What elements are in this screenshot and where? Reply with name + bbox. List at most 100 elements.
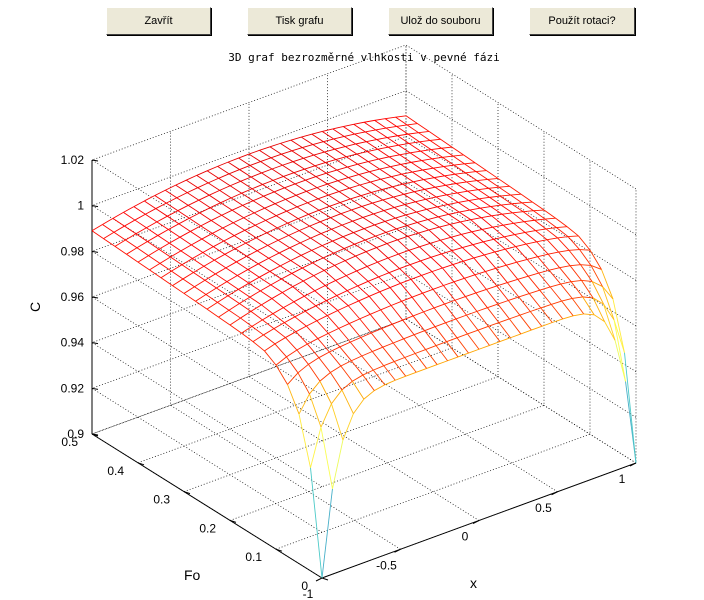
- mesh-segment: [318, 205, 330, 211]
- mesh-segment: [501, 203, 512, 206]
- mesh-segment: [432, 288, 445, 305]
- mesh-segment: [581, 280, 593, 282]
- mesh-segment: [382, 342, 394, 348]
- mesh-segment: [175, 184, 188, 194]
- mesh-segment: [387, 257, 400, 269]
- mesh-segment: [524, 219, 535, 223]
- mesh-segment: [398, 253, 411, 266]
- mesh-segment: [360, 332, 372, 338]
- mesh-segment: [344, 133, 355, 137]
- mesh-segment: [145, 208, 157, 215]
- print-graph-button[interactable]: Tisk grafu: [247, 7, 352, 35]
- mesh-segment: [375, 127, 387, 131]
- mesh-segment: [217, 161, 229, 167]
- mesh-segment: [382, 346, 395, 362]
- mesh-segment: [316, 183, 328, 189]
- mesh-segment: [406, 222, 418, 226]
- mesh-segment: [408, 132, 419, 135]
- mesh-segment: [566, 226, 579, 237]
- mesh-segment: [437, 206, 450, 215]
- mesh-segment: [292, 280, 304, 288]
- mesh-segment: [383, 210, 396, 219]
- mesh-segment: [313, 154, 326, 163]
- mesh-segment: [356, 153, 369, 162]
- mesh-segment: [271, 168, 284, 177]
- mesh-segment: [246, 255, 259, 265]
- mesh-segment: [264, 343, 276, 352]
- mesh-segment: [402, 181, 414, 185]
- mesh-segment: [155, 208, 168, 217]
- mesh-segment: [231, 209, 244, 219]
- mesh-segment: [443, 281, 455, 286]
- mesh-segment: [321, 245, 334, 254]
- mesh-segment: [452, 264, 465, 279]
- mesh-segment: [220, 197, 232, 204]
- mesh-segment: [349, 318, 360, 324]
- mesh-segment: [252, 341, 265, 352]
- mesh-segment: [467, 189, 479, 192]
- mesh-segment: [416, 208, 427, 213]
- mesh-segment: [272, 176, 284, 181]
- mesh-segment: [149, 262, 161, 271]
- mesh-segment: [290, 136, 302, 141]
- mesh-segment: [445, 318, 457, 324]
- mesh-segment: [474, 271, 486, 276]
- mesh-segment: [179, 231, 191, 238]
- mesh-segment: [378, 276, 391, 288]
- mesh-segment: [319, 372, 331, 382]
- mesh-segment: [376, 243, 388, 248]
- mesh-segment: [310, 467, 323, 579]
- mesh-segment: [193, 272, 206, 281]
- c-tick-label: 1: [77, 199, 84, 213]
- mesh-segment: [270, 278, 282, 286]
- mesh-segment: [266, 227, 278, 234]
- fo-tick-label: 0.4: [107, 464, 124, 478]
- mesh-segment: [350, 195, 362, 200]
- mesh-segment: [274, 343, 287, 358]
- mesh-segment: [462, 247, 475, 259]
- grid-line-fo: [275, 160, 591, 550]
- mesh-segment: [165, 184, 176, 191]
- mesh-segment: [551, 300, 562, 305]
- mesh-segment: [294, 316, 307, 327]
- mesh-segment: [309, 225, 322, 234]
- mesh-segment: [476, 307, 488, 312]
- mesh-segment: [467, 329, 479, 335]
- mesh-segment: [284, 322, 297, 333]
- mesh-segment: [408, 250, 421, 262]
- mesh-segment: [489, 195, 501, 198]
- mesh-segment: [293, 172, 306, 181]
- save-to-file-button[interactable]: Ulož do souboru: [388, 7, 493, 35]
- mesh-segment: [202, 252, 215, 261]
- mesh-segment: [329, 205, 342, 215]
- mesh-segment: [385, 232, 398, 241]
- mesh-segment: [543, 209, 556, 219]
- mesh-segment: [483, 254, 497, 269]
- mesh-segment: [521, 201, 533, 204]
- mesh-segment: [364, 119, 375, 123]
- mesh-segment: [451, 250, 464, 262]
- mesh-segment: [501, 213, 514, 224]
- mesh-segment: [125, 239, 138, 249]
- mesh-segment: [468, 198, 480, 201]
- mesh-segment: [556, 226, 568, 229]
- mesh-segment: [423, 307, 435, 313]
- mesh-segment: [484, 251, 495, 256]
- axes: [91, 159, 637, 582]
- mesh-segment: [452, 260, 464, 265]
- mesh-segment: [536, 241, 549, 255]
- mesh-segment: [335, 275, 347, 281]
- mesh-segment: [114, 239, 126, 247]
- mesh-segment: [293, 295, 305, 303]
- mesh-segment: [287, 218, 299, 224]
- close-button[interactable]: Zavřít: [106, 7, 211, 35]
- mesh-segment: [353, 232, 366, 241]
- mesh-segment: [363, 228, 376, 237]
- mesh-segment: [251, 184, 263, 190]
- mesh-segment: [337, 310, 350, 324]
- mesh-segment: [356, 270, 369, 282]
- mesh-segment: [208, 194, 221, 204]
- mesh-segment: [185, 179, 198, 189]
- use-rotation-button[interactable]: Použít rotaci?: [529, 7, 635, 35]
